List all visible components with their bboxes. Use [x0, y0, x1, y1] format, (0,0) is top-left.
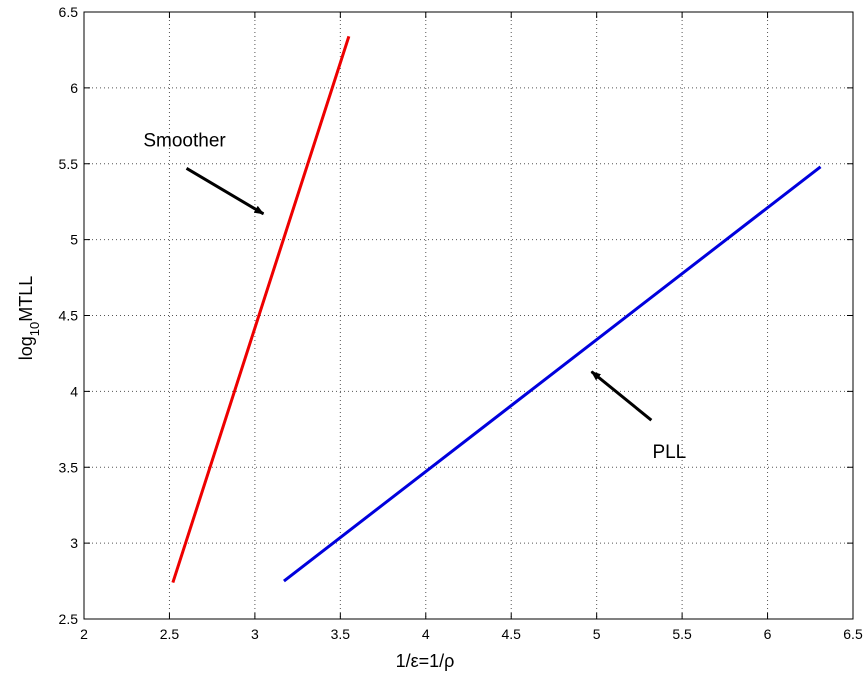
y-tick-label: 5.5	[59, 156, 79, 172]
series-line-smoother	[171, 35, 351, 584]
y-tick-label: 5	[70, 232, 78, 248]
x-tick-label: 2	[80, 626, 88, 642]
series-line-pll	[283, 165, 822, 583]
y-tick-label: 4	[70, 383, 78, 399]
y-tick-label: 3.5	[59, 459, 79, 475]
series	[171, 35, 822, 584]
x-tick-label: 4	[422, 626, 430, 642]
y-axis-label-rest: MTLL	[16, 276, 36, 322]
y-tick-label: 6	[70, 80, 78, 96]
y-axis-label-subscript: 10	[27, 322, 42, 336]
annotation-arrow-pll	[590, 370, 653, 422]
annotations: Smoother PLL	[143, 130, 686, 463]
y-tick-label: 2.5	[59, 611, 79, 627]
x-axis-label: 1/ε=1/ρ	[396, 651, 455, 671]
x-tick-label: 5	[593, 626, 601, 642]
annotation-label-smoother: Smoother	[143, 130, 226, 151]
x-tick-label: 6	[764, 626, 772, 642]
y-axis-label: log10MTLL	[16, 276, 42, 361]
x-tick-label: 6.5	[843, 626, 863, 642]
x-tick-label: 3.5	[331, 626, 351, 642]
y-tick-label: 6.5	[59, 4, 79, 20]
x-tick-label: 4.5	[501, 626, 521, 642]
y-axis-label-base: log	[16, 336, 36, 360]
axis-ticks: 2 2.5 3 3.5 4 4.5 5 5.5 6 6.52.533.544.555.566.5	[59, 4, 863, 642]
x-tick-label: 3	[251, 626, 259, 642]
x-tick-label: 2.5	[160, 626, 180, 642]
y-tick-label: 3	[70, 535, 78, 551]
annotation-arrow-smoother	[185, 167, 265, 216]
x-tick-label: 5.5	[672, 626, 692, 642]
grid	[84, 12, 853, 619]
annotation-label-pll: PLL	[652, 442, 686, 463]
y-tick-label: 4.5	[59, 308, 79, 324]
